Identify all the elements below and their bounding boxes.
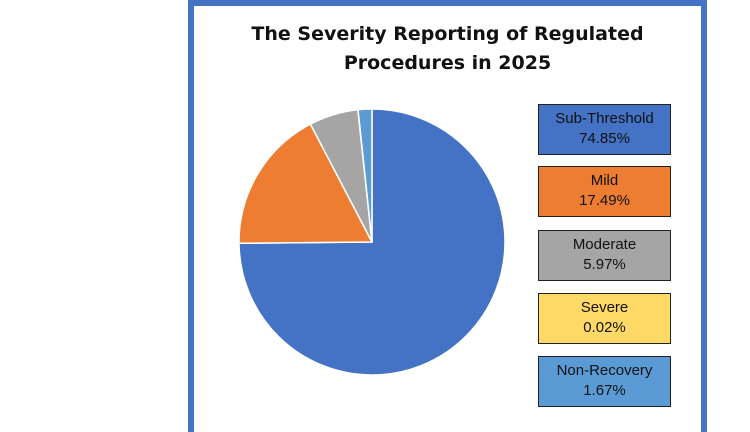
legend-severe: Severe 0.02% bbox=[538, 293, 671, 344]
chart-frame: The Severity Reporting of Regulated Proc… bbox=[188, 0, 707, 432]
chart-title: The Severity Reporting of Regulated Proc… bbox=[194, 20, 701, 78]
pie-slice-mild bbox=[238, 123, 373, 244]
legend-label: Moderate bbox=[572, 236, 637, 253]
legend-label: Sub-Threshold bbox=[555, 110, 654, 127]
legend-sub-threshold: Sub-Threshold 74.85% bbox=[538, 104, 671, 155]
chart-title-line-1: The Severity Reporting of Regulated bbox=[251, 23, 644, 45]
legend-value: 5.97% bbox=[583, 256, 626, 273]
legend-value: 0.02% bbox=[583, 319, 626, 336]
legend-label: Mild bbox=[590, 172, 619, 189]
legend-moderate: Moderate 5.97% bbox=[538, 230, 671, 281]
legend-mild: Mild 17.49% bbox=[538, 166, 671, 217]
legend-value: 74.85% bbox=[579, 130, 630, 147]
legend-label: Non-Recovery bbox=[556, 362, 653, 379]
legend-non-recovery: Non-Recovery 1.67% bbox=[538, 356, 671, 407]
legend-label: Severe bbox=[580, 299, 629, 316]
pie-chart bbox=[238, 108, 506, 376]
chart-title-line-2: Procedures in 2025 bbox=[343, 52, 552, 74]
legend-value: 17.49% bbox=[579, 192, 630, 209]
pie-slice-non-recovery bbox=[357, 108, 373, 243]
legend-value: 1.67% bbox=[583, 382, 626, 399]
